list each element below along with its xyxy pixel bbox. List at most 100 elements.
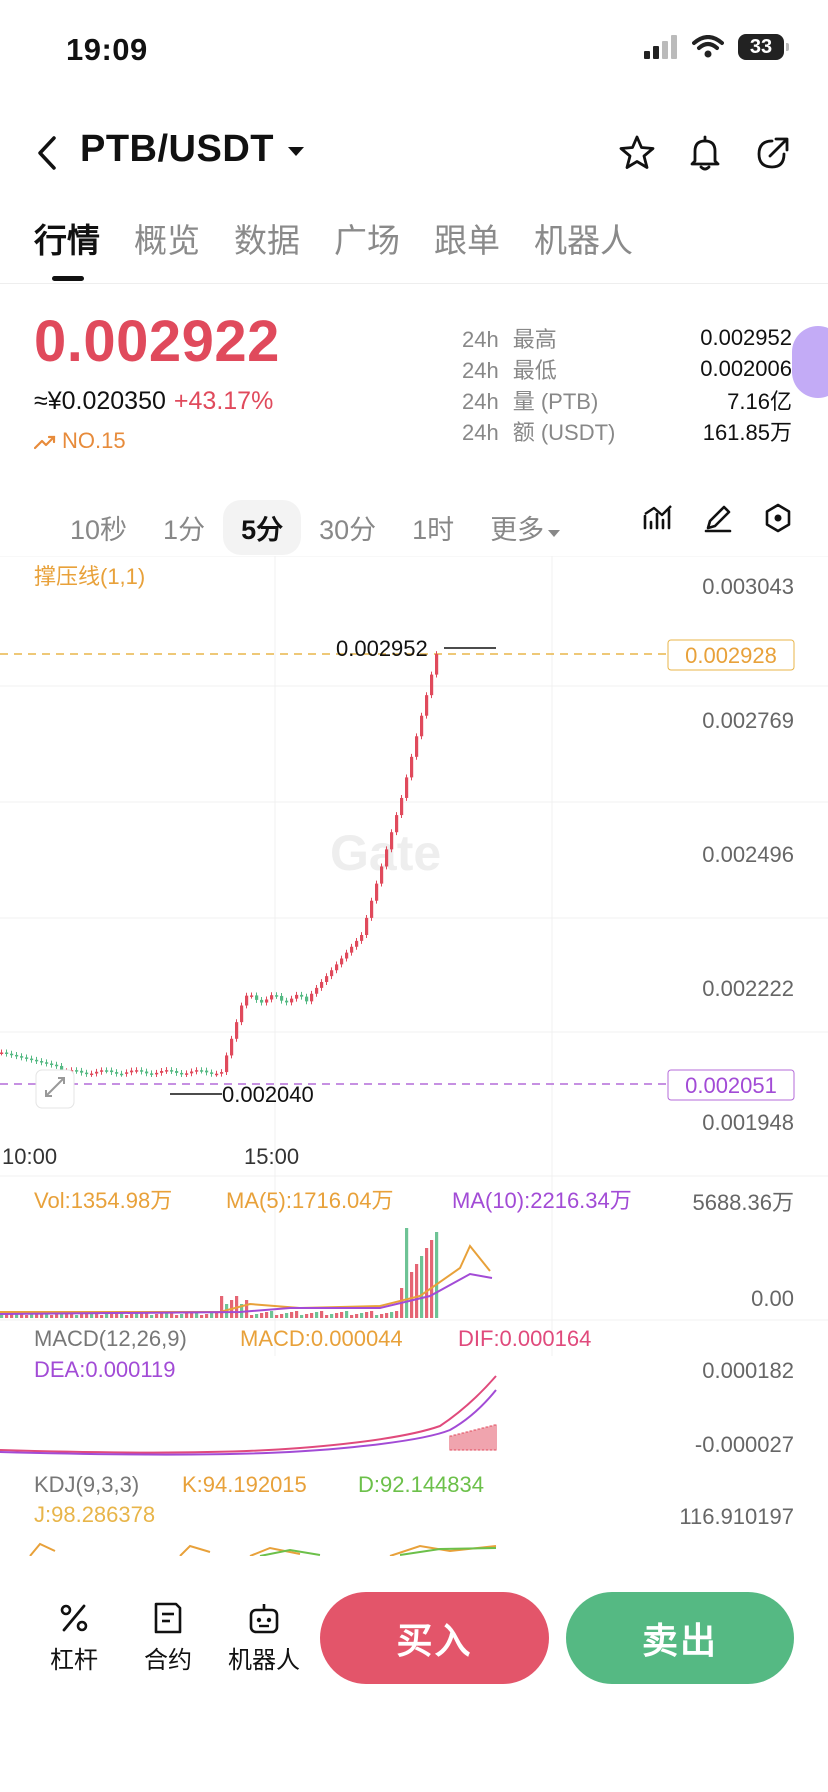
star-icon[interactable] xyxy=(618,134,656,172)
volume-bar xyxy=(350,1315,354,1318)
volume-bar xyxy=(425,1248,429,1318)
tab-market[interactable]: 行情 xyxy=(34,222,100,259)
tf-10s[interactable]: 10秒 xyxy=(70,515,128,545)
support-tag: 0.002051 xyxy=(685,1073,777,1098)
volume-bar xyxy=(110,1313,114,1318)
candle-body xyxy=(235,1022,239,1039)
candle-body xyxy=(370,900,374,918)
macd-hist-bar xyxy=(489,1425,493,1451)
indicator-label: 撑压线(1,1) xyxy=(34,564,145,589)
volume-bar xyxy=(170,1311,174,1318)
share-icon[interactable] xyxy=(754,134,792,172)
candle-body xyxy=(140,1070,144,1072)
tf-more[interactable]: 更多 xyxy=(472,500,578,555)
tf-1h[interactable]: 1时 xyxy=(412,515,455,545)
candle-body xyxy=(170,1070,174,1072)
price-chart[interactable]: Gate 0.002952 0.002040 0.003043 0.002769… xyxy=(0,556,828,1556)
y-tick: 0.002222 xyxy=(702,976,794,1001)
tab-bot[interactable]: 机器人 xyxy=(534,222,633,259)
candle-body xyxy=(115,1072,119,1074)
volume-bar xyxy=(175,1315,179,1318)
volume-bar xyxy=(180,1314,184,1318)
macd-dif: DIF:0.000164 xyxy=(458,1326,591,1351)
candle-body xyxy=(395,815,399,833)
volume-bar xyxy=(5,1314,9,1318)
volume-bar xyxy=(345,1311,349,1318)
x-tick: 15:00 xyxy=(244,1144,299,1169)
volume-bar xyxy=(105,1314,109,1318)
tf-5m[interactable]: 5分 xyxy=(223,500,302,555)
volume-bar xyxy=(125,1315,129,1318)
volume-bar xyxy=(300,1315,304,1318)
candle-body xyxy=(355,940,359,947)
buy-button[interactable]: 买入 xyxy=(320,1592,549,1684)
bot-button[interactable]: 机器人 xyxy=(222,1600,306,1675)
divider xyxy=(0,283,828,284)
candle-body xyxy=(220,1072,224,1074)
current-price-tag: 0.002928 xyxy=(685,643,777,668)
last-price: 0.002922 xyxy=(34,309,280,374)
macd-title: MACD(12,26,9) xyxy=(34,1326,187,1351)
volume-bar xyxy=(290,1312,294,1318)
volume-bar xyxy=(205,1314,209,1318)
wifi-icon xyxy=(692,35,724,58)
rank-badge[interactable]: NO.15 xyxy=(33,428,126,454)
signal-icon xyxy=(644,35,677,59)
candle-body xyxy=(310,993,314,1002)
chevron-down-icon xyxy=(548,530,561,538)
volume-bar xyxy=(40,1312,44,1318)
macd-value: MACD:0.000044 xyxy=(240,1326,403,1351)
candle-body xyxy=(435,654,439,675)
bell-icon[interactable] xyxy=(686,134,724,172)
volume-ma5-line xyxy=(0,1244,491,1313)
tf-1m[interactable]: 1分 xyxy=(163,515,206,545)
indicator-icon[interactable] xyxy=(642,502,674,534)
candle-body xyxy=(255,995,259,1000)
macd-hist-bar xyxy=(477,1428,481,1451)
macd-dea: DEA:0.000119 xyxy=(34,1357,175,1382)
back-arrow-icon[interactable] xyxy=(34,134,60,172)
volume-bar xyxy=(330,1314,334,1318)
candle-body xyxy=(190,1071,194,1074)
stats-24h: 24h 最高 0.002952 24h 最低 0.002006 24h 量 (PTB) 7.… xyxy=(462,322,792,446)
macd-hist-bar xyxy=(465,1431,469,1451)
candle-body xyxy=(95,1071,99,1074)
candle-body xyxy=(5,1052,9,1054)
volume-bar xyxy=(380,1314,384,1318)
volume-bar xyxy=(405,1228,409,1318)
candle-body xyxy=(420,715,424,737)
macd-bottom: -0.000027 xyxy=(695,1432,794,1457)
candle-body xyxy=(405,777,409,798)
volume-bar xyxy=(260,1313,264,1318)
expand-icon[interactable] xyxy=(35,1069,75,1109)
sell-button[interactable]: 卖出 xyxy=(566,1592,794,1684)
candle-body xyxy=(300,994,304,997)
tab-square[interactable]: 广场 xyxy=(334,222,400,259)
contract-button[interactable]: 合约 xyxy=(128,1600,208,1675)
candle-body xyxy=(360,935,364,941)
pair-selector[interactable]: PTB/USDT xyxy=(80,128,304,171)
macd-hist-bar xyxy=(461,1432,465,1451)
candle-body xyxy=(365,917,369,936)
candle-body xyxy=(200,1070,204,1072)
candle-body xyxy=(340,958,344,965)
tab-overview[interactable]: 概览 xyxy=(134,222,200,259)
volume-bar xyxy=(30,1314,34,1318)
tab-data[interactable]: 数据 xyxy=(234,222,300,259)
tab-copy-trading[interactable]: 跟单 xyxy=(434,222,500,259)
draw-pen-icon[interactable] xyxy=(702,502,734,534)
candle-body xyxy=(430,674,434,696)
volume-bar xyxy=(355,1314,359,1318)
volume-bar xyxy=(80,1314,84,1318)
leverage-button[interactable]: 杠杆 xyxy=(34,1600,114,1675)
settings-hexagon-icon[interactable] xyxy=(762,502,794,534)
volume-bar xyxy=(340,1312,344,1318)
stat-period: 24h xyxy=(462,326,499,352)
candle-body xyxy=(225,1055,229,1073)
volume-bar xyxy=(115,1312,119,1318)
floating-assistant-bubble[interactable] xyxy=(792,326,828,398)
volume-bar xyxy=(65,1312,69,1318)
volume-bar xyxy=(145,1311,149,1318)
volume-bar xyxy=(215,1312,219,1318)
tf-30m[interactable]: 30分 xyxy=(319,515,377,545)
